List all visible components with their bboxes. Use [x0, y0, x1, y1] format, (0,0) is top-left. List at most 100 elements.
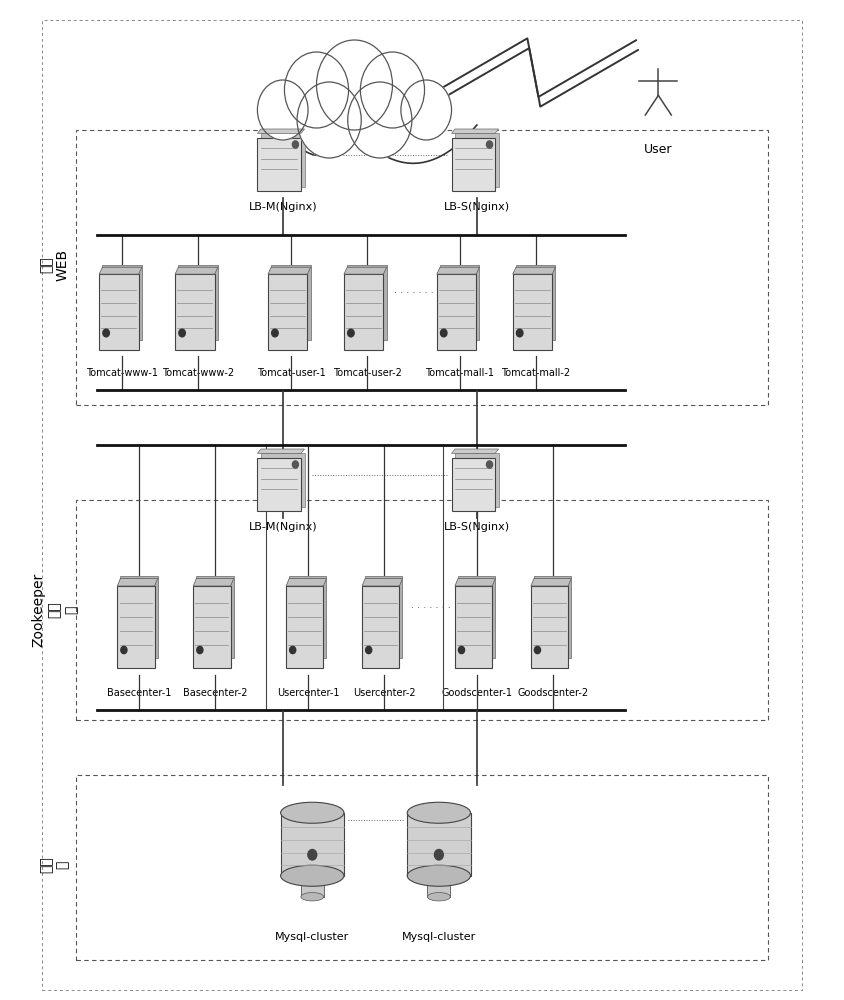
- Circle shape: [289, 646, 295, 654]
- FancyBboxPatch shape: [197, 576, 234, 658]
- Circle shape: [292, 461, 299, 468]
- Ellipse shape: [427, 893, 451, 901]
- Text: User: User: [644, 143, 673, 156]
- FancyBboxPatch shape: [257, 138, 301, 191]
- Polygon shape: [452, 449, 499, 453]
- Circle shape: [517, 329, 523, 337]
- Text: . . . . . . .: . . . . . . .: [410, 600, 451, 610]
- Text: Basecenter-1: Basecenter-1: [107, 688, 171, 698]
- Circle shape: [197, 646, 203, 654]
- Text: Tomcat-mall-2: Tomcat-mall-2: [501, 368, 571, 378]
- Polygon shape: [513, 267, 555, 274]
- Circle shape: [401, 80, 452, 140]
- FancyBboxPatch shape: [271, 265, 311, 340]
- FancyBboxPatch shape: [534, 576, 571, 658]
- Polygon shape: [531, 578, 571, 586]
- Circle shape: [348, 329, 354, 337]
- Circle shape: [348, 82, 412, 158]
- Text: Goodscenter-2: Goodscenter-2: [517, 688, 588, 698]
- Circle shape: [121, 646, 127, 654]
- FancyBboxPatch shape: [458, 576, 495, 658]
- FancyBboxPatch shape: [257, 458, 301, 511]
- Polygon shape: [257, 129, 305, 133]
- Bar: [76, 775, 768, 960]
- FancyBboxPatch shape: [455, 453, 499, 507]
- Bar: [76, 130, 768, 405]
- FancyBboxPatch shape: [102, 265, 142, 340]
- Circle shape: [179, 329, 186, 337]
- Polygon shape: [176, 267, 218, 274]
- FancyBboxPatch shape: [121, 576, 158, 658]
- Text: LB-M(Nginx): LB-M(Nginx): [248, 202, 317, 212]
- Circle shape: [458, 646, 464, 654]
- Circle shape: [441, 329, 447, 337]
- Circle shape: [365, 646, 371, 654]
- Polygon shape: [344, 267, 387, 274]
- Text: Tomcat-www-2: Tomcat-www-2: [162, 368, 235, 378]
- Circle shape: [308, 849, 316, 860]
- Circle shape: [103, 329, 110, 337]
- Polygon shape: [117, 578, 158, 586]
- FancyBboxPatch shape: [347, 265, 387, 340]
- Ellipse shape: [407, 865, 471, 886]
- Circle shape: [292, 141, 299, 148]
- FancyBboxPatch shape: [178, 265, 218, 340]
- FancyBboxPatch shape: [286, 586, 323, 668]
- FancyBboxPatch shape: [365, 576, 403, 658]
- Circle shape: [360, 52, 425, 128]
- Text: Zookeeper
服务
层: Zookeeper 服务 层: [32, 573, 78, 647]
- FancyBboxPatch shape: [176, 274, 214, 350]
- Circle shape: [284, 52, 349, 128]
- Circle shape: [257, 80, 308, 140]
- Text: Mysql-cluster: Mysql-cluster: [275, 932, 349, 942]
- Polygon shape: [193, 578, 234, 586]
- Text: Usercenter-2: Usercenter-2: [353, 688, 415, 698]
- FancyBboxPatch shape: [280, 813, 344, 876]
- Text: 前端
WEB: 前端 WEB: [40, 249, 70, 281]
- Polygon shape: [452, 129, 499, 133]
- Polygon shape: [455, 578, 495, 586]
- FancyBboxPatch shape: [362, 586, 399, 668]
- Text: Basecenter-2: Basecenter-2: [183, 688, 247, 698]
- Polygon shape: [268, 267, 311, 274]
- FancyBboxPatch shape: [261, 453, 305, 507]
- FancyBboxPatch shape: [268, 274, 307, 350]
- Text: Goodscenter-1: Goodscenter-1: [441, 688, 512, 698]
- Ellipse shape: [300, 893, 324, 901]
- FancyBboxPatch shape: [289, 576, 327, 658]
- Circle shape: [486, 461, 493, 468]
- Text: Tomcat-mall-1: Tomcat-mall-1: [425, 368, 495, 378]
- Text: Tomcat-www-1: Tomcat-www-1: [86, 368, 159, 378]
- FancyBboxPatch shape: [452, 138, 495, 191]
- Text: Tomcat-user-1: Tomcat-user-1: [257, 368, 326, 378]
- Circle shape: [297, 82, 361, 158]
- FancyBboxPatch shape: [455, 133, 499, 187]
- FancyBboxPatch shape: [300, 874, 324, 897]
- FancyBboxPatch shape: [193, 586, 230, 668]
- Text: Mysql-cluster: Mysql-cluster: [402, 932, 476, 942]
- FancyBboxPatch shape: [455, 586, 492, 668]
- FancyBboxPatch shape: [344, 274, 383, 350]
- FancyBboxPatch shape: [117, 586, 154, 668]
- Text: Usercenter-1: Usercenter-1: [277, 688, 339, 698]
- Text: LB-S(Nginx): LB-S(Nginx): [444, 522, 510, 532]
- Text: LB-M(Nginx): LB-M(Nginx): [248, 522, 317, 532]
- Circle shape: [486, 141, 493, 148]
- FancyBboxPatch shape: [531, 586, 568, 668]
- Circle shape: [316, 40, 392, 130]
- Circle shape: [272, 329, 279, 337]
- Text: Tomcat-user-2: Tomcat-user-2: [333, 368, 402, 378]
- Text: LB-S(Nginx): LB-S(Nginx): [444, 202, 510, 212]
- FancyBboxPatch shape: [261, 133, 305, 187]
- FancyBboxPatch shape: [516, 265, 555, 340]
- Ellipse shape: [280, 802, 344, 823]
- Polygon shape: [257, 449, 305, 453]
- FancyBboxPatch shape: [407, 813, 471, 876]
- FancyBboxPatch shape: [440, 265, 479, 340]
- FancyBboxPatch shape: [437, 274, 476, 350]
- FancyBboxPatch shape: [428, 874, 451, 897]
- Polygon shape: [286, 578, 327, 586]
- Polygon shape: [437, 267, 479, 274]
- Circle shape: [534, 646, 540, 654]
- Polygon shape: [100, 267, 142, 274]
